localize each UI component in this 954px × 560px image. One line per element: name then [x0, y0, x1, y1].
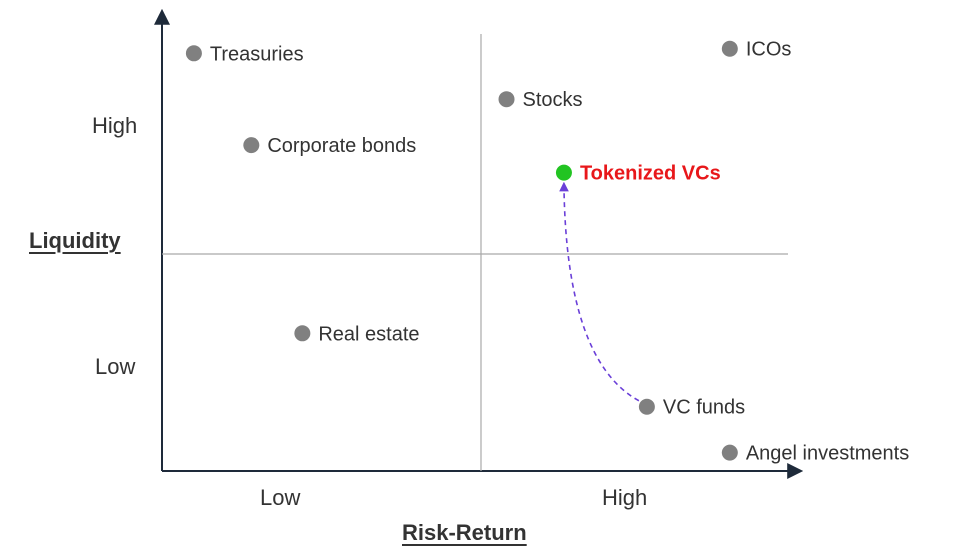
point-label-stocks: Stocks	[523, 89, 583, 111]
y-axis-title: Liquidity	[29, 228, 121, 253]
point-label-tokenized-vcs: Tokenized VCs	[580, 163, 721, 185]
x-tick-low: Low	[260, 485, 301, 510]
point-angel-investments	[721, 444, 738, 461]
point-label-treasuries: Treasuries	[210, 43, 304, 65]
y-tick-low: Low	[95, 354, 136, 379]
point-real-estate	[294, 325, 311, 342]
point-corporate-bonds	[243, 137, 260, 154]
point-label-vc-funds: VC funds	[663, 397, 745, 419]
point-label-angel-investments: Angel investments	[746, 443, 909, 465]
x-axis-title: Risk-Return	[402, 520, 527, 545]
point-label-corporate-bonds: Corporate bonds	[267, 135, 416, 157]
point-tokenized-vcs	[555, 164, 572, 181]
point-label-icos: ICOs	[746, 39, 792, 61]
point-icos	[721, 40, 738, 57]
point-vc-funds	[638, 398, 655, 415]
point-label-real-estate: Real estate	[318, 323, 419, 345]
x-tick-high: High	[602, 485, 648, 510]
point-treasuries	[185, 45, 202, 62]
tokenization-arrow	[559, 181, 640, 402]
y-tick-high: High	[92, 113, 138, 138]
point-stocks	[498, 91, 515, 108]
